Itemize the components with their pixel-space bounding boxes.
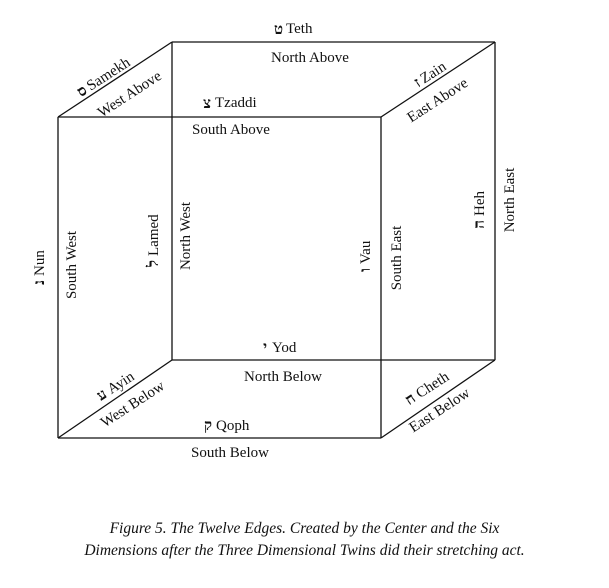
- vau-name: Vau: [358, 240, 374, 264]
- lamed-name: Lamed: [146, 214, 162, 256]
- tzaddi-name: Tzaddi: [215, 95, 257, 111]
- edge-east-below: [380, 359, 496, 439]
- south-east-label: South East: [389, 225, 405, 290]
- qoph-letter: ק: [204, 418, 212, 434]
- vau-letter: ו: [358, 268, 374, 272]
- north-west-label: North West: [178, 201, 194, 270]
- edge-east-above: [380, 41, 496, 118]
- teth-name: Teth: [286, 21, 313, 37]
- lamed-letter: ל: [145, 260, 162, 268]
- twelve-edges-cube-diagram: ט Teth North Above ס Samekh West Above ז…: [32, 21, 518, 461]
- tzaddi-letter: צ: [203, 96, 211, 112]
- ayin-name: Ayin: [105, 368, 138, 397]
- south-west-label: South West: [64, 230, 80, 299]
- teth-letter: ט: [274, 22, 283, 38]
- edge-west-above: [57, 41, 173, 118]
- north-below-label: North Below: [244, 369, 322, 385]
- figure-caption: Figure 5. The Twelve Edges. Created by t…: [0, 518, 609, 562]
- heh-letter: ה: [472, 220, 488, 229]
- south-above-label: South Above: [192, 122, 270, 138]
- north-above-label: North Above: [271, 50, 349, 66]
- yod-name: Yod: [272, 340, 297, 356]
- qoph-name: Qoph: [216, 418, 250, 434]
- north-east-label: North East: [502, 167, 518, 232]
- nun-letter: נ: [32, 280, 48, 285]
- south-below-label: South Below: [191, 445, 269, 461]
- caption-line-1: Figure 5. The Twelve Edges. Created by t…: [109, 520, 500, 537]
- edge-west-below: [57, 359, 173, 439]
- caption-line-2: Dimensions after the Three Dimensional T…: [84, 542, 525, 559]
- nun-name: Nun: [32, 250, 48, 276]
- heh-name: Heh: [472, 191, 488, 216]
- yod-letter: י: [263, 340, 267, 356]
